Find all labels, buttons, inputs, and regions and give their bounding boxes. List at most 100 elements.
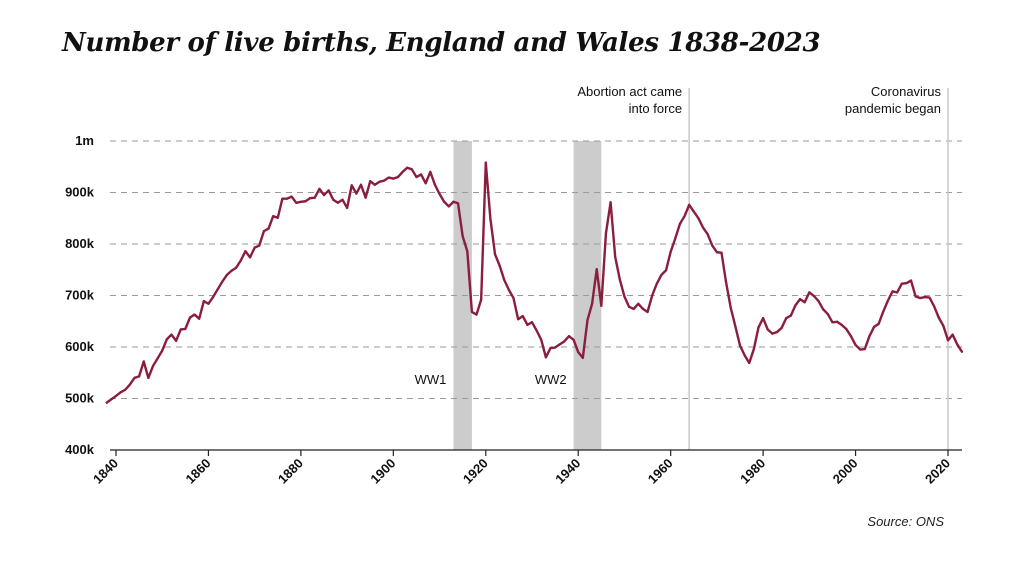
data-point-1986 <box>789 314 792 317</box>
data-point-1924 <box>503 278 506 282</box>
data-point-1852 <box>170 333 173 336</box>
data-point-1971 <box>720 251 723 254</box>
x-tick-label-1860: 1860 <box>183 456 214 487</box>
data-point-1917 <box>470 310 474 314</box>
data-point-1956 <box>651 294 654 297</box>
data-point-1952 <box>632 307 635 310</box>
data-point-1908 <box>429 170 432 173</box>
y-tick-label-400k: 400k <box>65 442 95 457</box>
data-point-1938 <box>567 335 571 338</box>
data-point-1995 <box>831 321 834 324</box>
data-point-2019 <box>942 324 945 327</box>
data-point-1937 <box>563 340 566 343</box>
data-point-2006 <box>882 310 885 313</box>
data-point-1897 <box>378 180 381 183</box>
data-point-1939 <box>572 338 575 341</box>
band-label-ww1: WW1 <box>415 372 447 387</box>
source-note: Source: ONS <box>867 514 944 529</box>
data-point-1922 <box>493 253 497 256</box>
data-point-1891 <box>350 184 353 187</box>
data-point-1911 <box>443 200 446 203</box>
data-point-1895 <box>369 180 372 183</box>
data-point-1909 <box>433 183 437 186</box>
data-point-1856 <box>188 316 192 319</box>
data-point-1967 <box>701 226 705 229</box>
data-point-2021 <box>951 333 954 336</box>
data-point-1957 <box>655 282 658 285</box>
data-point-1963 <box>683 215 686 218</box>
data-point-1966 <box>697 217 700 220</box>
data-point-1904 <box>410 168 413 171</box>
data-point-1996 <box>835 320 839 323</box>
data-point-1913 <box>452 200 455 203</box>
data-point-1970 <box>715 251 718 254</box>
data-point-1867 <box>239 259 242 262</box>
data-point-1840 <box>114 394 118 398</box>
data-point-1948 <box>614 255 617 258</box>
data-point-1862 <box>216 288 219 291</box>
data-point-1848 <box>151 364 155 368</box>
data-point-2005 <box>877 322 880 325</box>
series-layer <box>105 161 964 404</box>
data-point-1958 <box>660 273 663 276</box>
data-point-1983 <box>775 330 779 334</box>
data-point-1914 <box>456 202 460 205</box>
data-point-1965 <box>692 210 695 213</box>
data-point-1973 <box>729 306 732 309</box>
data-point-1854 <box>179 328 182 331</box>
data-point-1916 <box>466 250 469 253</box>
data-point-2011 <box>905 282 908 285</box>
data-point-1931 <box>535 329 538 332</box>
data-point-1982 <box>771 332 774 335</box>
data-point-1933 <box>544 356 547 359</box>
data-point-1905 <box>415 175 418 179</box>
data-point-1880 <box>299 200 302 203</box>
y-tick-label-900k: 900k <box>65 185 95 200</box>
data-point-1893 <box>359 183 363 186</box>
data-point-1987 <box>794 304 797 307</box>
data-point-1888 <box>336 201 339 204</box>
data-point-1887 <box>332 198 335 201</box>
data-point-1879 <box>295 201 298 204</box>
x-tick-label-1940: 1940 <box>552 456 583 487</box>
data-point-1932 <box>540 338 543 341</box>
data-point-1866 <box>235 266 238 269</box>
annotation-labels: WW1 WW2 Abortion act came into force Coronav… <box>415 84 942 387</box>
data-point-1927 <box>517 318 520 321</box>
data-point-1864 <box>225 273 229 276</box>
marker-label-1964-line-2: into force <box>629 101 682 116</box>
data-point-1953 <box>637 302 640 305</box>
data-point-1901 <box>396 175 400 179</box>
data-point-1975 <box>738 344 742 347</box>
y-tick-label-700k: 700k <box>65 288 95 303</box>
data-point-1858 <box>198 317 201 320</box>
data-point-2010 <box>900 282 903 285</box>
data-point-1902 <box>401 170 404 173</box>
data-point-2009 <box>896 291 899 294</box>
data-point-1921 <box>489 217 492 220</box>
data-point-1941 <box>581 356 584 359</box>
data-point-2016 <box>928 296 931 299</box>
data-point-1894 <box>364 196 367 199</box>
data-point-2001 <box>859 348 862 351</box>
data-point-1842 <box>124 388 127 391</box>
marker-label-1964-line-1: Abortion act came <box>577 84 682 99</box>
data-point-1936 <box>558 343 561 346</box>
marker-label-2020-line-1: Coronavirus <box>871 84 942 99</box>
data-point-2017 <box>933 305 936 308</box>
data-point-1878 <box>290 195 293 198</box>
data-point-1947 <box>609 201 612 204</box>
data-point-1928 <box>521 315 524 318</box>
data-point-1843 <box>128 383 131 386</box>
data-point-1960 <box>669 250 672 253</box>
data-point-1925 <box>507 288 510 291</box>
x-tick-label-2020: 2020 <box>922 456 953 487</box>
data-point-1974 <box>734 325 737 328</box>
data-point-1980 <box>762 317 765 320</box>
data-point-1997 <box>840 323 843 326</box>
data-point-1977 <box>748 361 751 365</box>
data-point-1920 <box>484 161 487 164</box>
data-point-1851 <box>165 338 168 341</box>
data-point-1972 <box>725 281 728 284</box>
data-point-1955 <box>646 310 649 314</box>
